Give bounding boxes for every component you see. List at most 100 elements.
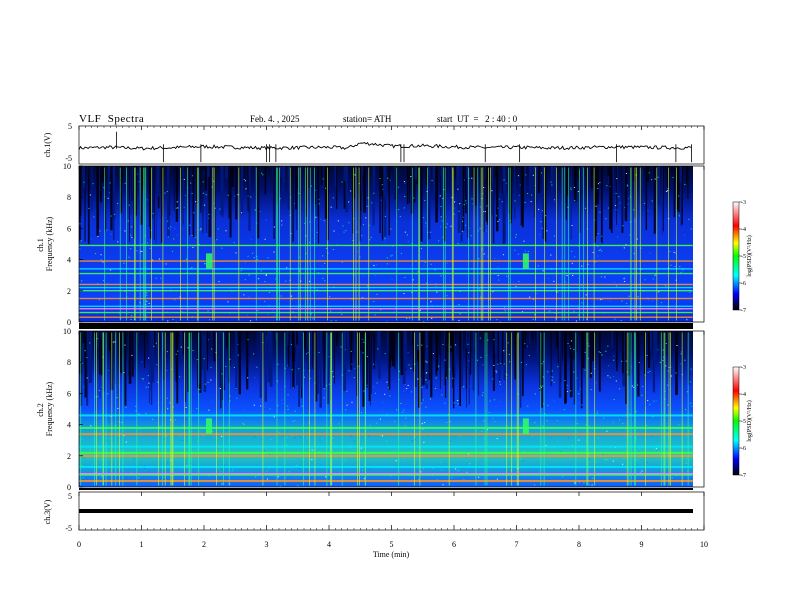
noise-speck — [380, 199, 382, 201]
noise-speck — [424, 200, 426, 202]
noise-speck — [437, 366, 440, 368]
dark-streak — [569, 331, 573, 398]
dark-streak — [435, 166, 438, 223]
noise-speck — [613, 359, 615, 361]
noise-speck — [679, 266, 681, 268]
noise-speck — [495, 406, 497, 408]
noise-speck — [540, 221, 542, 223]
dark-streak — [430, 331, 433, 398]
dark-streak — [130, 166, 132, 215]
freq-band — [79, 311, 693, 314]
noise-speck — [107, 283, 109, 285]
noise-speck — [237, 194, 239, 196]
noise-speck — [426, 345, 428, 347]
noise-speck — [124, 259, 126, 261]
noise-speck — [419, 309, 421, 311]
noise-speck — [411, 440, 414, 442]
dark-streak — [129, 166, 130, 242]
dark-streak — [676, 166, 679, 210]
noise-speck — [280, 295, 282, 297]
noise-speck — [635, 411, 637, 413]
noise-speck — [117, 241, 119, 243]
dark-streak — [356, 331, 359, 397]
noise-speck — [421, 402, 423, 404]
noise-speck — [520, 361, 523, 363]
dark-streak — [529, 166, 531, 201]
noise-speck — [446, 262, 448, 264]
noise-speck — [690, 228, 692, 230]
noise-speck — [412, 279, 414, 281]
noise-speck — [382, 189, 384, 191]
noise-speck — [200, 228, 202, 230]
dark-streak — [468, 331, 470, 405]
noise-speck — [515, 236, 517, 238]
noise-speck — [691, 405, 693, 407]
noise-speck — [426, 282, 428, 284]
dark-streak — [100, 166, 102, 203]
noise-speck — [101, 475, 103, 477]
dark-streak — [511, 166, 513, 182]
noise-speck — [180, 346, 182, 348]
noise-speck — [95, 312, 97, 314]
noise-speck — [422, 217, 425, 219]
dark-streak — [379, 166, 381, 234]
dark-streak — [373, 331, 375, 369]
dark-streak — [520, 166, 523, 226]
noise-speck — [100, 254, 102, 256]
noise-speck — [400, 402, 402, 404]
noise-speck — [445, 226, 447, 228]
noise-speck — [588, 345, 590, 347]
dark-streak — [308, 166, 311, 188]
noise-speck — [155, 277, 157, 279]
noise-speck — [476, 482, 478, 484]
noise-speck — [559, 477, 561, 479]
noise-speck — [680, 351, 683, 353]
dark-streak — [238, 331, 242, 395]
noise-speck — [367, 285, 369, 287]
freq-band — [79, 479, 693, 482]
ch2-ytick-label: 0 — [67, 483, 71, 492]
noise-speck — [330, 206, 332, 208]
noise-speck — [338, 423, 340, 425]
noise-speck — [299, 436, 302, 438]
noise-speck — [407, 240, 409, 242]
noise-speck — [655, 400, 657, 402]
noise-speck — [322, 178, 324, 180]
noise-speck — [576, 377, 578, 379]
noise-speck — [526, 345, 529, 347]
dark-streak — [483, 166, 485, 232]
dark-streak — [207, 166, 210, 178]
noise-speck — [585, 318, 588, 320]
dark-streak — [622, 166, 624, 228]
ch1-freq-ylabel-line1: ch.1 — [36, 238, 45, 252]
noise-speck — [181, 439, 183, 441]
noise-speck — [553, 199, 556, 201]
noise-speck — [478, 288, 480, 290]
noise-speck — [359, 256, 361, 258]
ch1-ytick-label: 4 — [67, 256, 71, 265]
dark-streak — [483, 331, 485, 340]
noise-speck — [328, 383, 331, 385]
noise-speck — [499, 400, 501, 402]
noise-speck — [471, 203, 473, 205]
noise-speck — [657, 349, 659, 351]
noise-speck — [481, 430, 483, 432]
noise-speck — [682, 269, 684, 271]
noise-speck — [522, 460, 524, 462]
noise-speck — [191, 175, 194, 177]
dark-streak — [675, 331, 678, 395]
noise-speck — [305, 353, 308, 355]
noise-speck — [615, 192, 617, 194]
noise-speck — [330, 310, 332, 312]
dark-streak — [296, 331, 299, 386]
noise-speck — [623, 457, 625, 459]
noise-speck — [269, 453, 271, 455]
noise-speck — [458, 312, 460, 314]
noise-speck — [103, 187, 105, 189]
noise-speck — [167, 320, 169, 322]
noise-speck — [641, 394, 643, 396]
noise-speck — [482, 392, 484, 394]
noise-speck — [457, 403, 459, 405]
noise-speck — [546, 230, 548, 232]
dark-streak — [519, 331, 522, 408]
